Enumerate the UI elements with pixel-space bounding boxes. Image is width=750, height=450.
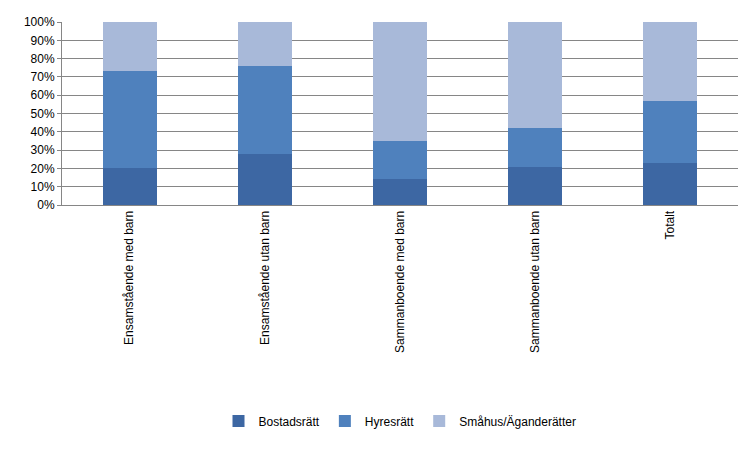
svg-text:Bostadsrätt: Bostadsrätt — [259, 415, 320, 429]
svg-text:90%: 90% — [31, 34, 55, 48]
svg-text:50%: 50% — [31, 107, 55, 121]
svg-text:Hyresrätt: Hyresrätt — [365, 415, 414, 429]
svg-text:100%: 100% — [24, 15, 55, 29]
svg-text:30%: 30% — [31, 143, 55, 157]
svg-text:0%: 0% — [37, 198, 55, 212]
svg-text:Ensamstående utan barn: Ensamstående utan barn — [258, 211, 272, 345]
svg-text:60%: 60% — [31, 88, 55, 102]
svg-text:Småhus/Äganderätter: Småhus/Äganderätter — [459, 415, 576, 429]
svg-text:80%: 80% — [31, 52, 55, 66]
svg-text:Sammanboende utan barn: Sammanboende utan barn — [528, 211, 542, 353]
svg-text:20%: 20% — [31, 162, 55, 176]
svg-text:40%: 40% — [31, 125, 55, 139]
svg-text:Sammanboende med barn: Sammanboende med barn — [393, 211, 407, 353]
svg-text:Totalt: Totalt — [663, 210, 677, 239]
svg-text:Ensamstående med barn: Ensamstående med barn — [123, 211, 137, 345]
svg-text:10%: 10% — [31, 180, 55, 194]
svg-text:70%: 70% — [31, 70, 55, 84]
